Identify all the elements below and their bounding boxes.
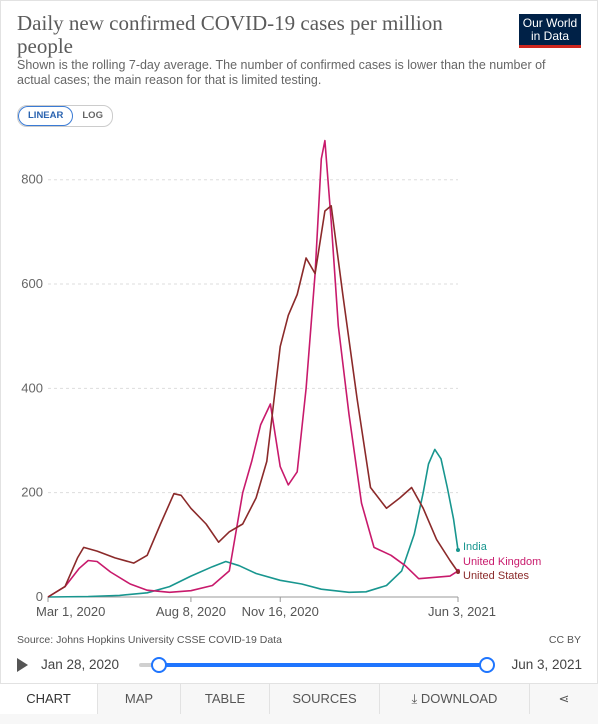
timeline-start-date: Jan 28, 2020 (41, 657, 120, 672)
y-tick-label: 0 (36, 589, 43, 604)
timeline-start-handle[interactable] (151, 657, 167, 673)
download-label: DOWNLOAD (420, 691, 498, 706)
tab-map[interactable]: MAP (98, 684, 181, 714)
share-icon: ⋖ (558, 691, 570, 706)
share-button[interactable]: ⋖ (530, 684, 598, 714)
x-tick-label: Aug 8, 2020 (156, 604, 226, 619)
timeline-end-date: Jun 3, 2021 (511, 657, 582, 672)
owid-logo[interactable]: Our World in Data (519, 14, 581, 48)
x-tick-label: Mar 1, 2020 (36, 604, 105, 619)
scale-toggle[interactable]: LINEAR LOG (17, 105, 113, 127)
timeline-track[interactable] (139, 657, 495, 673)
linear-scale-button[interactable]: LINEAR (18, 106, 74, 126)
tab-download[interactable]: ⤓ DOWNLOAD (380, 684, 530, 714)
log-scale-button[interactable]: LOG (82, 110, 103, 121)
y-tick-label: 400 (21, 380, 43, 395)
tab-table[interactable]: TABLE (181, 684, 270, 714)
tab-bar: CHART MAP TABLE SOURCES ⤓ DOWNLOAD ⋖ (0, 683, 598, 724)
download-icon: ⤓ (411, 691, 421, 706)
chart-title: Daily new confirmed COVID-19 cases per m… (17, 11, 443, 58)
license-label[interactable]: CC BY (548, 634, 581, 646)
logo-accent-bar (519, 45, 581, 48)
y-tick-label: 800 (21, 172, 43, 187)
logo-line-2: in Data (530, 29, 570, 43)
logo-line-1: Our World (522, 16, 578, 30)
series-label: United States (463, 570, 530, 582)
x-tick-label: Nov 16, 2020 (242, 604, 319, 619)
y-tick-label: 200 (21, 485, 43, 500)
tab-chart[interactable]: CHART (0, 684, 98, 714)
series-end-point (456, 569, 460, 574)
timeline-end-handle[interactable] (479, 657, 495, 673)
series-line (47, 448, 459, 598)
series-label: United Kingdom (463, 556, 541, 568)
x-tick-label: Jun 3, 2021 (428, 604, 496, 619)
chart-subtitle: Shown is the rolling 7-day average. The … (17, 58, 546, 87)
timeline-range-fill (159, 663, 489, 667)
series-line (47, 139, 459, 598)
series-label: India (463, 541, 488, 553)
series-end-point (456, 548, 460, 553)
play-icon[interactable] (17, 658, 28, 672)
source-note[interactable]: Source: Johns Hopkins University CSSE CO… (17, 634, 282, 646)
series-line (47, 205, 459, 598)
timeline-control: Jan 28, 2020 Jun 3, 2021 (17, 654, 582, 676)
line-chart: 0 200 400 600 800 Mar 1, 2020 Aug 8, 2020 Nov 1… (21, 139, 541, 619)
y-tick-label: 600 (21, 276, 43, 291)
tab-sources[interactable]: SOURCES (270, 684, 380, 714)
